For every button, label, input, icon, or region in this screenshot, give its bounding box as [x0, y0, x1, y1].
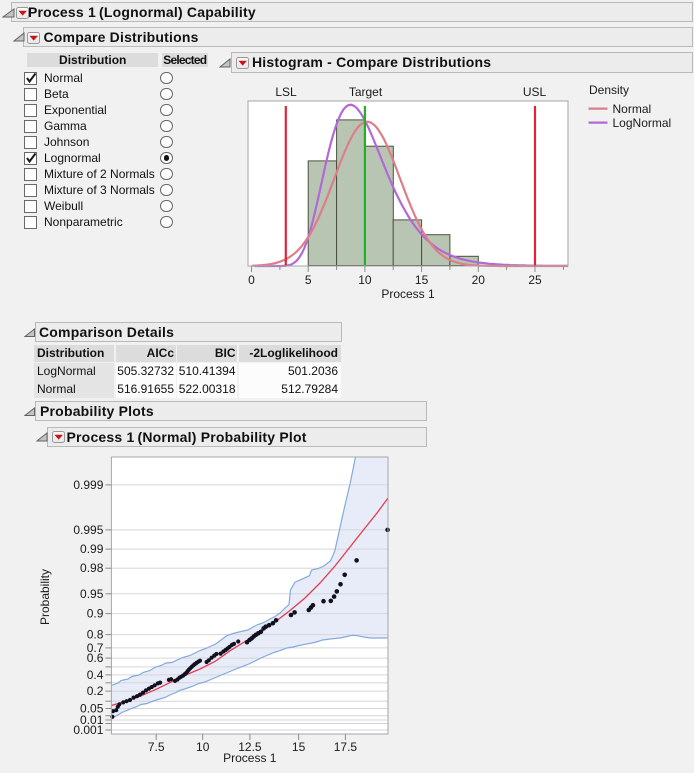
svg-text:0.7: 0.7	[87, 641, 104, 655]
svg-text:0.9: 0.9	[87, 607, 104, 621]
svg-text:USL: USL	[523, 85, 547, 99]
svg-text:15: 15	[415, 273, 429, 287]
svg-text:0.2: 0.2	[87, 684, 104, 698]
svg-text:0.98: 0.98	[80, 561, 104, 575]
svg-text:15: 15	[292, 740, 306, 754]
svg-text:10: 10	[358, 273, 372, 287]
svg-text:0.001: 0.001	[73, 723, 103, 737]
svg-text:0.8: 0.8	[87, 628, 104, 642]
svg-text:10: 10	[196, 740, 210, 754]
svg-text:0.95: 0.95	[80, 587, 104, 601]
svg-text:12.5: 12.5	[238, 740, 262, 754]
svg-text:Probability: Probability	[38, 569, 52, 625]
svg-text:Process 1: Process 1	[381, 287, 435, 301]
svg-text:0.01: 0.01	[80, 713, 104, 727]
svg-text:Density: Density	[589, 83, 629, 97]
svg-text:Target: Target	[349, 85, 383, 99]
svg-text:0: 0	[248, 273, 255, 287]
svg-text:5: 5	[305, 273, 312, 287]
svg-text:0.05: 0.05	[80, 702, 104, 716]
svg-text:25: 25	[528, 273, 542, 287]
svg-text:0.4: 0.4	[87, 668, 104, 682]
svg-text:LogNormal: LogNormal	[613, 116, 672, 130]
svg-text:7.5: 7.5	[148, 740, 165, 754]
svg-text:0.6: 0.6	[87, 651, 104, 665]
svg-text:0.99: 0.99	[80, 542, 104, 556]
svg-text:LSL: LSL	[275, 85, 297, 99]
svg-text:20: 20	[472, 273, 486, 287]
svg-text:Normal: Normal	[613, 102, 652, 116]
svg-text:0.999: 0.999	[73, 478, 103, 492]
svg-text:Process 1: Process 1	[223, 751, 277, 765]
svg-text:0.995: 0.995	[73, 523, 103, 537]
svg-text:17.5: 17.5	[334, 740, 358, 754]
